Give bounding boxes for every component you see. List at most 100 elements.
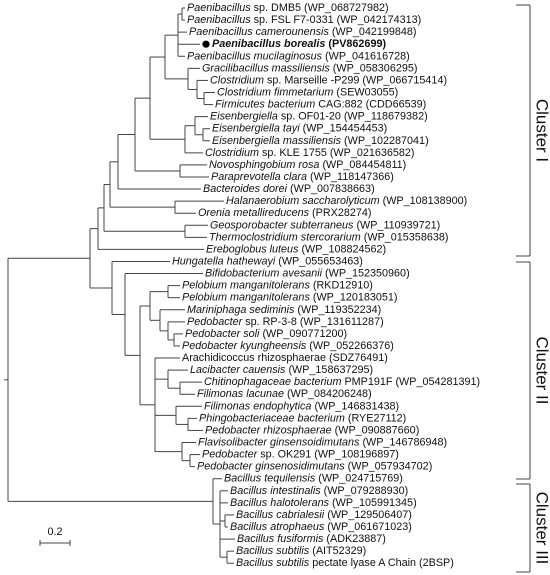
taxon-name: Eisenbergiella tayi <box>212 123 300 135</box>
cluster-label: Cluster II <box>533 336 550 404</box>
taxon-name: Bacteroides dorei <box>203 183 288 195</box>
leaf-label: Pedobacter sp. OK291 (WP_108196897) <box>202 448 399 460</box>
accession: (RKD12910) <box>313 279 373 291</box>
accession: (RYE27112) <box>348 412 406 424</box>
taxon-name: Bacillus tequilensis <box>224 473 316 485</box>
leaf-label: Paenibacillus borealis (PV862699) <box>212 38 386 50</box>
leaf-label: Pelobium manganitolerans (WP_120183051) <box>182 292 397 304</box>
leaf-label: Pedobacter kyungheensis (WP_052266376) <box>182 340 394 352</box>
taxon-name: Filimonas endophytica <box>204 400 311 412</box>
leaf-label: Ereboglobus luteus (WP_108824562) <box>206 243 386 255</box>
accession: (WP_154454453) <box>303 123 388 135</box>
leaf-label: Thermoclostridium stercorarium (WP_015358… <box>209 231 448 243</box>
accession: sp. Marseille -P299 (WP_066715414) <box>267 74 447 86</box>
leaf-label: Clostridium sp. Marseille -P299 (WP_06671… <box>210 74 447 86</box>
taxon-name: Gracilibacillus massiliensis <box>202 62 330 74</box>
taxon-name: Bacillus atrophaeus <box>230 521 325 533</box>
cluster-brackets: Cluster I Cluster II Cluster III <box>516 4 550 573</box>
accession: (SDZ76491) <box>329 352 388 364</box>
accession: (WP_052266376) <box>309 340 394 352</box>
taxon-name: Firmicutes bacterium <box>215 98 315 110</box>
leaf-label: Geosporobacter subterraneus (WP_110939721… <box>210 219 440 231</box>
accession: (WP_007838663) <box>290 183 375 195</box>
taxon-name: Clostridium <box>210 74 264 86</box>
leaf-label: Pedobacter rhizosphaerae (WP_090887660) <box>205 424 419 436</box>
taxon-name: Pedobacter soli <box>185 328 260 340</box>
leaf-label: Bacillus tequilensis (WP_024715769) <box>224 473 403 485</box>
leaf-label: Bacillus cabrialesii (WP_129506407) <box>236 509 412 521</box>
leaf-label: Bacillus atrophaeus (WP_061671023) <box>230 521 412 533</box>
taxon-name: Orenia metallireducens <box>198 207 310 219</box>
taxon-name: Bifidobacterium avesanii <box>205 267 323 279</box>
taxon-name: Bacillus subtilis <box>236 557 310 569</box>
taxon-name: Chitinophagaceae bacterium <box>204 376 341 388</box>
accession: (WP_042199848) <box>332 26 417 38</box>
accession: (WP_146831438) <box>314 400 399 412</box>
taxon-name: Paraprevotella clara <box>211 171 307 183</box>
accession: (WP_041616728) <box>325 50 410 62</box>
taxon-name: Eisenbergiella massiliensis <box>212 135 342 147</box>
leaf-label: Pedobacter soli (WP_090771200) <box>185 328 347 340</box>
leaf-label: Bacillus subtilis (AIT52329) <box>236 545 366 557</box>
leaf-label: Bacillus fusiformis (ADK23887) <box>237 533 386 545</box>
accession: (WP_079288930) <box>324 485 409 497</box>
leaf-label: Orenia metallireducens (PRX28274) <box>198 207 371 219</box>
taxon-name: Paenibacillus <box>187 2 251 14</box>
leaf-label: Filimonas lacunae (WP_084206248) <box>197 388 372 400</box>
taxon-name: Bacillus intestinalis <box>230 485 321 497</box>
leaf-label: Eisenbergiella sp. OF01-20 (WP_118679382) <box>210 110 428 122</box>
accession: (WP_024715769) <box>318 473 403 485</box>
accession: (WP_105991345) <box>332 497 417 509</box>
taxon-name: Paenibacillus borealis <box>212 38 325 50</box>
leaf-labels: Paenibacillus sp. DMB5 (WP_068727982)Paen… <box>172 2 480 569</box>
accession: (AIT52329) <box>312 545 366 557</box>
taxon-name: Clostridium <box>205 147 259 159</box>
taxon-name: Pedobacter ginsenosidimutans <box>197 461 345 473</box>
accession: (WP_015358638) <box>364 231 449 243</box>
leaf-label: Mariniphaga sediminis (WP_119352234) <box>187 304 381 316</box>
accession: (WP_146786948) <box>362 436 447 448</box>
accession: (WP_055653463) <box>278 255 363 267</box>
accession: (WP_118147366) <box>310 171 394 183</box>
accession: sp. OF01-20 (WP_118679382) <box>281 110 428 122</box>
leaf-label: Chitinophagaceae bacterium PMP191F (WP_05… <box>204 376 480 388</box>
accession: sp. OK291 (WP_108196897) <box>260 448 399 460</box>
accession: (ADK23887) <box>326 533 385 545</box>
taxon-name: Pedobacter rhizosphaerae <box>205 424 332 436</box>
accession: (WP_110939721) <box>356 219 440 231</box>
taxon-name: Mariniphaga sediminis <box>187 304 295 316</box>
accession: (WP_102287041) <box>344 135 429 147</box>
leaf-label: Halanaerobium saccharolyticum (WP_1081389… <box>226 195 467 207</box>
accession: (WP_108138900) <box>383 195 468 207</box>
taxon-name: Pelobium manganitolerans <box>182 292 310 304</box>
leaf-label: Paenibacillus sp. DMB5 (WP_068727982) <box>187 2 389 14</box>
taxon-name: Paenibacillus <box>187 14 251 26</box>
leaf-label: Bifidobacterium avesanii (WP_152350960) <box>205 267 410 279</box>
leaf-label: Lacibacter cauensis (WP_158637295) <box>190 364 373 376</box>
scale-bar: 0.2 <box>39 526 71 546</box>
accession: (WP_152350960) <box>325 267 410 279</box>
taxon-name: Geosporobacter subterraneus <box>210 219 354 231</box>
taxon-name: Pedobacter <box>202 448 258 460</box>
taxon-name: Filimonas lacunae <box>197 388 284 400</box>
cluster-label: Cluster III <box>533 492 550 565</box>
taxon-name: Lacibacter cauensis <box>190 364 286 376</box>
leaf-label: Pedobacter ginsenosidimutans (WP_05793470… <box>197 461 432 473</box>
highlight-dot <box>202 40 210 48</box>
leaf-label: Firmicutes bacterium CAG:882 (CDD66539) <box>215 98 426 110</box>
taxon-name: Pelobium manganitolerans <box>182 279 310 291</box>
accession: (WP_090771200) <box>262 328 347 340</box>
leaf-label: Clostridium fimmetarium (SEW03055) <box>217 86 398 98</box>
leaf-label: Bacillus halotolerans (WP_105991345) <box>230 497 417 509</box>
leaf-label: Bacillus intestinalis (WP_079288930) <box>230 485 408 497</box>
leaf-label: Hungatella hathewayi (WP_055653463) <box>172 255 363 267</box>
leaf-label: Eisenbergiella tayi (WP_154454453) <box>212 123 387 135</box>
accession: sp. RP-3-8 (WP_131611287) <box>245 316 383 328</box>
leaf-label: Eisenbergiella massiliensis (WP_102287041… <box>212 135 429 147</box>
taxon-name: Bacillus fusiformis <box>237 533 324 545</box>
leaf-label: Filimonas endophytica (WP_146831438) <box>204 400 399 412</box>
accession: sp. KLE 1755 (WP_021636582) <box>262 147 414 159</box>
leaf-label: Paenibacillus camerounensis (WP_042199848… <box>189 26 416 38</box>
cluster-label: Cluster I <box>533 99 550 162</box>
accession: sp. DMB5 (WP_068727982) <box>254 2 389 14</box>
